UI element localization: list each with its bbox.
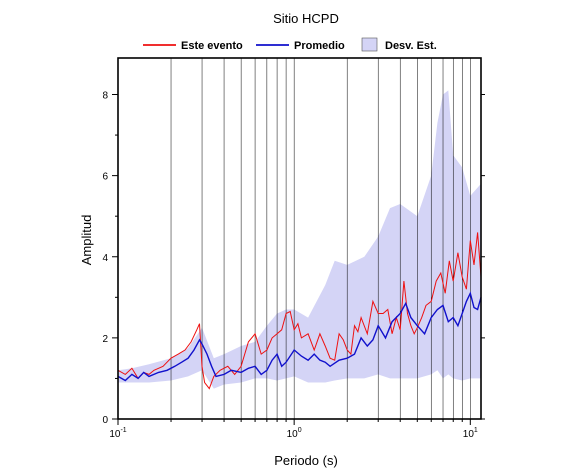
y-axis-label: Amplitud	[79, 215, 94, 266]
x-tick-label: 101	[463, 427, 478, 440]
y-tick-label: 2	[102, 334, 108, 345]
legend-swatch-desv-est-	[361, 37, 378, 52]
y-tick-label: 0	[102, 415, 108, 426]
chart-title: Sitio HCPD	[273, 11, 339, 26]
legend: Este evento Promedio Desv. Est.	[143, 37, 437, 52]
std-band-area	[118, 90, 481, 389]
legend-label-este-evento: Este evento	[181, 40, 243, 52]
x-tick-label: 10-1	[109, 427, 126, 440]
tick-layer: 0 2 4 6 8 10-1 100 101	[102, 91, 485, 440]
y-tick-label: 8	[102, 91, 108, 102]
x-tick-label: 100	[287, 427, 302, 440]
series-line-promedio	[117, 291, 482, 382]
series-line-este-evento	[117, 232, 482, 390]
plot-frame	[117, 57, 482, 420]
series-layer	[117, 232, 482, 390]
legend-label-promedio: Promedio	[294, 40, 345, 52]
grid-layer	[117, 58, 471, 419]
y-tick-label: 6	[102, 172, 108, 183]
y-tick-label: 4	[102, 253, 108, 264]
std-band-layer	[118, 90, 481, 389]
legend-label-desv-est-: Desv. Est.	[385, 40, 437, 52]
x-axis-label: Periodo (s)	[274, 453, 338, 468]
